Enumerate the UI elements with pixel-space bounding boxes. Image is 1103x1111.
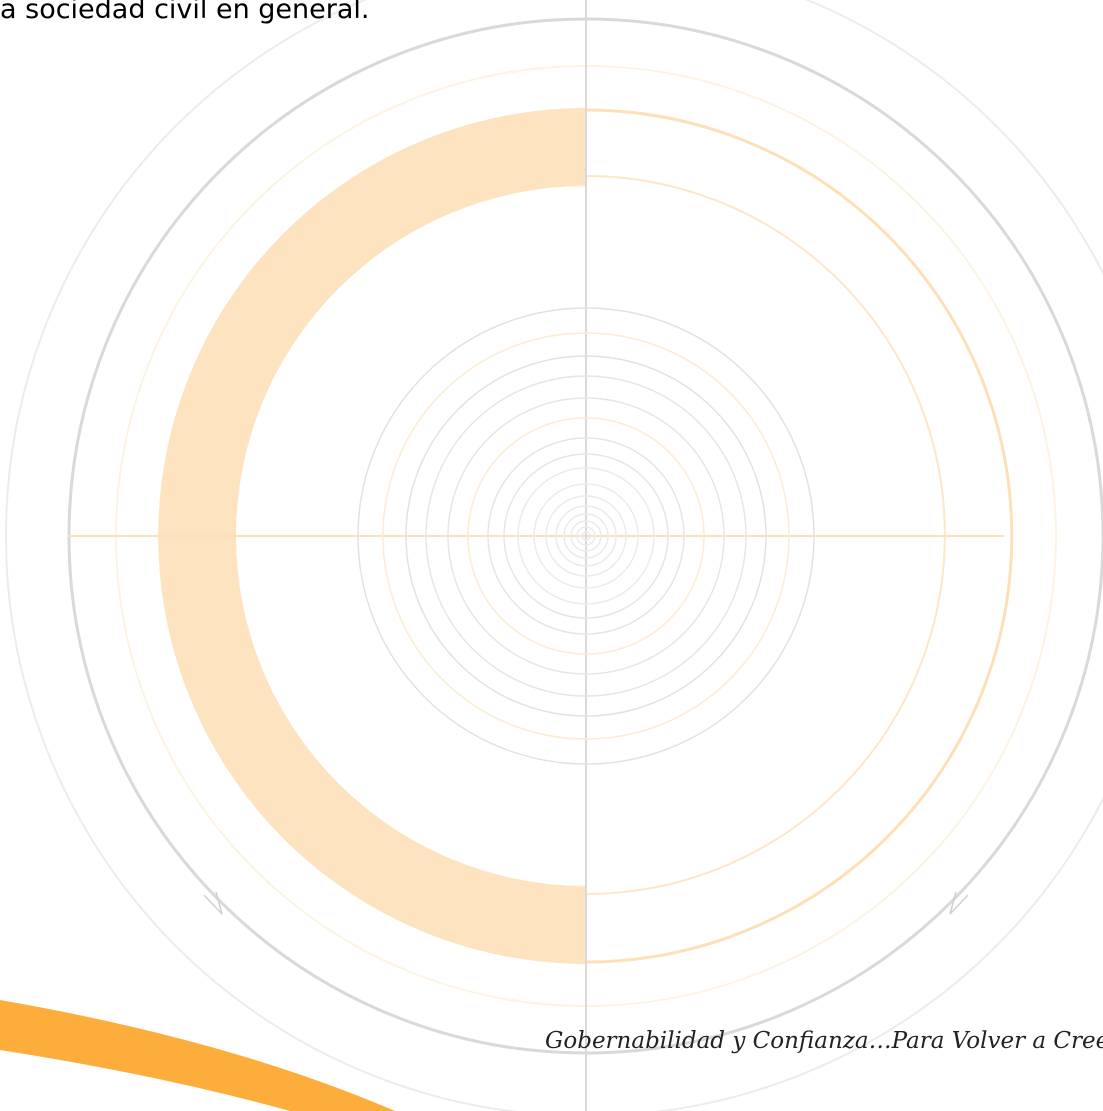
outer-faint-ring (5, 0, 1103, 1111)
thick-peach-arc (158, 108, 586, 964)
orange-swoosh (0, 1000, 395, 1111)
inner-concentric-rings (357, 307, 815, 765)
right-arrow-mark (949, 891, 969, 915)
footer-tagline: Gobernabilidad y Confianza…Para Volver a… (545, 1028, 1103, 1054)
body-text-fragment: a sociedad civil en general. (0, 0, 370, 25)
right-peach-arc-outer (585, 108, 1014, 964)
left-arrow-mark (203, 891, 223, 915)
